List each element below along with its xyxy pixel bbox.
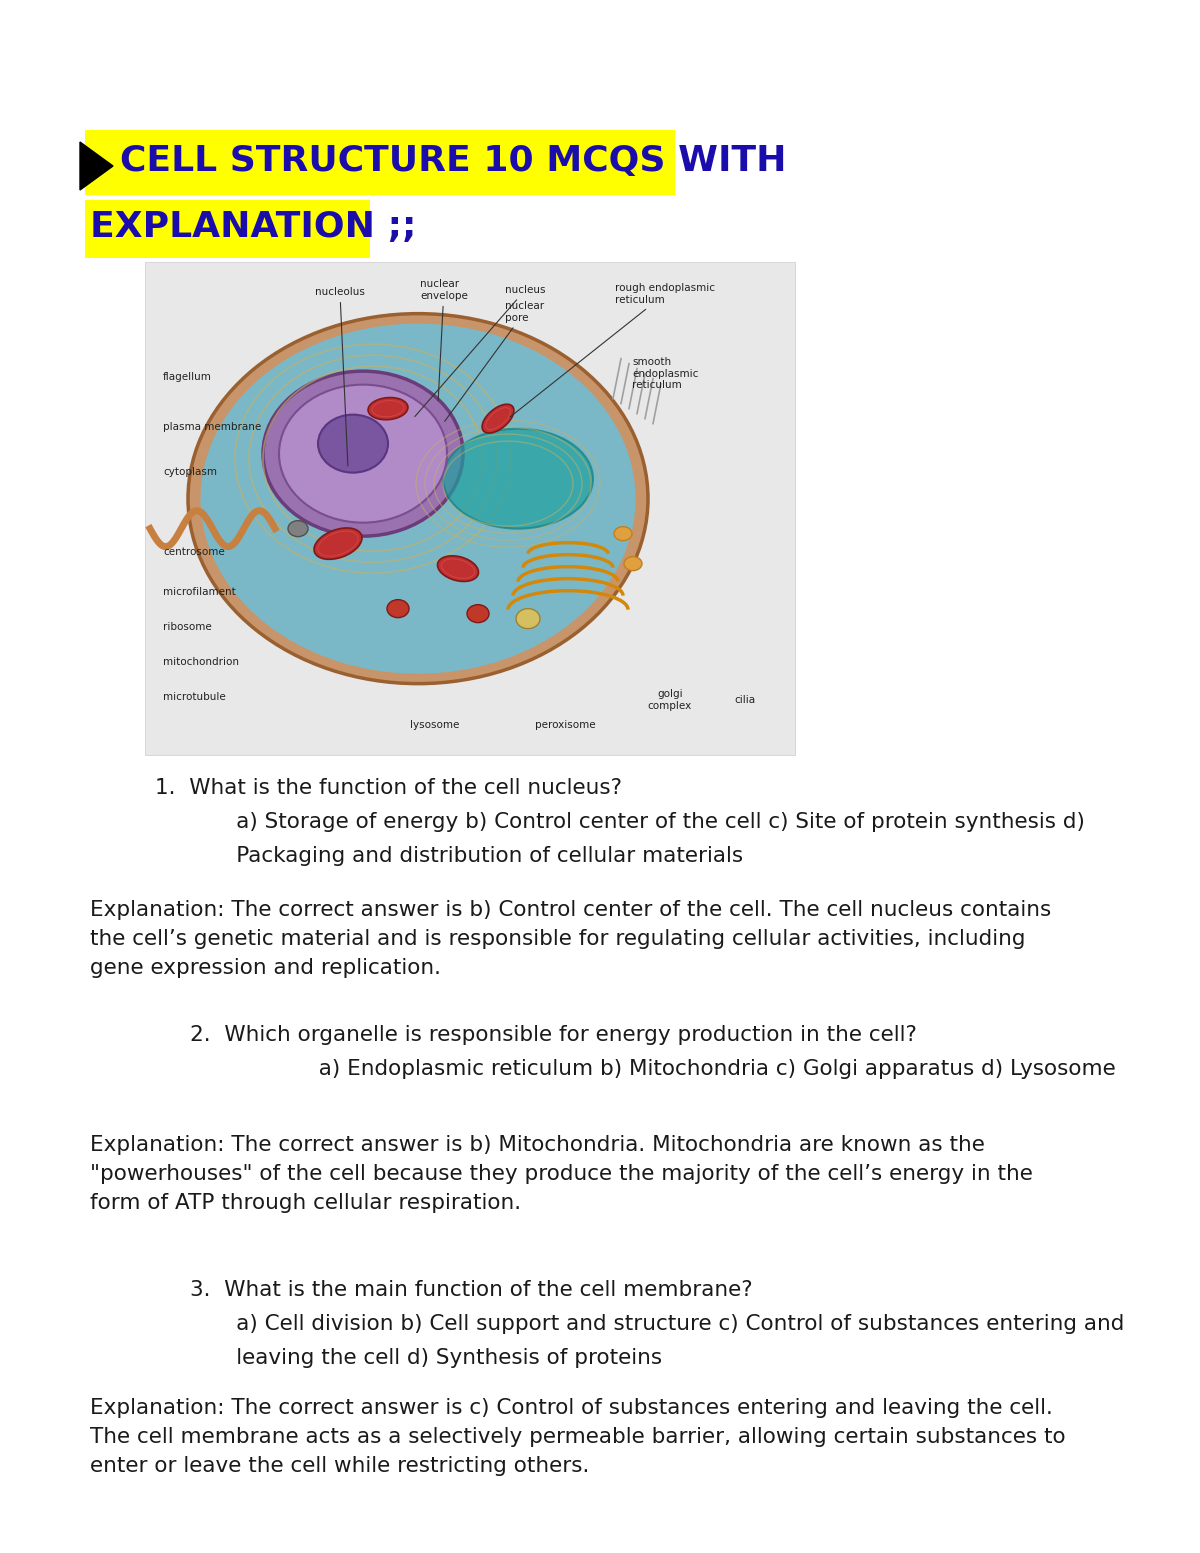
Text: 2.  Which organelle is responsible for energy production in the cell?: 2. Which organelle is responsible for en… (190, 1025, 917, 1045)
Text: 1.  What is the function of the cell nucleus?: 1. What is the function of the cell nucl… (155, 778, 622, 798)
Ellipse shape (443, 429, 593, 528)
Text: nuclear
envelope: nuclear envelope (420, 280, 468, 401)
Text: Explanation: The correct answer is b) Control center of the cell. The cell nucle: Explanation: The correct answer is b) Co… (90, 901, 1051, 977)
Text: plasma membrane: plasma membrane (163, 422, 262, 432)
Text: golgi
complex: golgi complex (648, 690, 692, 711)
FancyBboxPatch shape (85, 130, 674, 196)
Text: peroxisome: peroxisome (535, 721, 595, 730)
Text: a) Endoplasmic reticulum b) Mitochondria c) Golgi apparatus d) Lysosome: a) Endoplasmic reticulum b) Mitochondria… (194, 1059, 1116, 1079)
Text: Explanation: The correct answer is c) Control of substances entering and leaving: Explanation: The correct answer is c) Co… (90, 1398, 1066, 1475)
Text: nuclear
pore: nuclear pore (445, 301, 544, 421)
Text: mitochondrion: mitochondrion (163, 657, 239, 666)
Ellipse shape (200, 323, 636, 674)
Text: Packaging and distribution of cellular materials: Packaging and distribution of cellular m… (194, 846, 743, 867)
Text: cytoplasm: cytoplasm (163, 467, 217, 477)
Text: cilia: cilia (734, 696, 756, 705)
Text: CELL STRUCTURE 10 MCQS WITH: CELL STRUCTURE 10 MCQS WITH (120, 144, 786, 179)
Text: nucleolus: nucleolus (314, 287, 365, 466)
Text: a) Storage of energy b) Control center of the cell c) Site of protein synthesis : a) Storage of energy b) Control center o… (194, 812, 1085, 832)
Text: smooth
endoplasmic
reticulum: smooth endoplasmic reticulum (632, 357, 698, 390)
Ellipse shape (188, 314, 648, 683)
Ellipse shape (318, 415, 388, 472)
Ellipse shape (368, 398, 408, 419)
Text: flagellum: flagellum (163, 373, 212, 382)
FancyBboxPatch shape (85, 200, 370, 258)
Ellipse shape (263, 371, 463, 536)
Text: a) Cell division b) Cell support and structure c) Control of substances entering: a) Cell division b) Cell support and str… (194, 1314, 1124, 1334)
Ellipse shape (278, 385, 446, 523)
FancyBboxPatch shape (145, 262, 796, 755)
Ellipse shape (516, 609, 540, 629)
Text: leaving the cell d) Synthesis of proteins: leaving the cell d) Synthesis of protein… (194, 1348, 662, 1368)
Ellipse shape (288, 520, 308, 537)
Ellipse shape (482, 404, 514, 433)
Ellipse shape (386, 599, 409, 618)
Ellipse shape (314, 528, 362, 559)
Text: 3.  What is the main function of the cell membrane?: 3. What is the main function of the cell… (190, 1280, 752, 1300)
Text: nucleus: nucleus (415, 286, 546, 416)
Polygon shape (80, 141, 113, 189)
Text: EXPLANATION ;;: EXPLANATION ;; (90, 210, 416, 244)
Ellipse shape (467, 604, 490, 623)
Text: rough endoplasmic
reticulum: rough endoplasmic reticulum (510, 283, 715, 416)
Text: microfilament: microfilament (163, 587, 235, 596)
Text: Explanation: The correct answer is b) Mitochondria. Mitochondria are known as th: Explanation: The correct answer is b) Mi… (90, 1135, 1033, 1213)
Ellipse shape (624, 556, 642, 570)
Text: lysosome: lysosome (410, 721, 460, 730)
Ellipse shape (614, 526, 632, 540)
Text: microtubule: microtubule (163, 693, 226, 702)
Ellipse shape (438, 556, 479, 581)
Text: centrosome: centrosome (163, 547, 224, 558)
Text: ribosome: ribosome (163, 623, 211, 632)
